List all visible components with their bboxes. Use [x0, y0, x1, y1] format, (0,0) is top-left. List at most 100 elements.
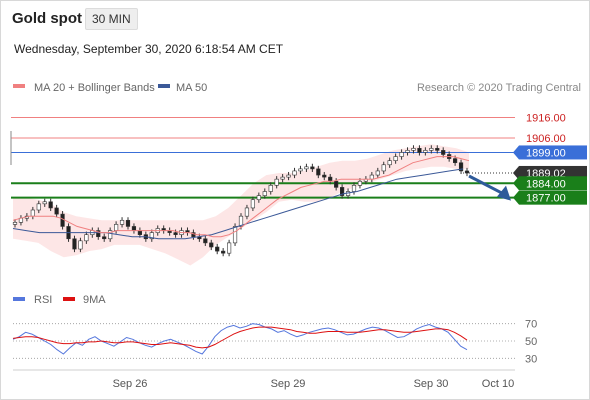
- candle-body: [78, 240, 83, 250]
- candle-body: [262, 191, 267, 196]
- candle-body: [298, 168, 303, 172]
- candle-body: [72, 238, 77, 250]
- x-tick-label: Sep 30: [414, 378, 449, 390]
- x-tick-label: Sep 29: [271, 378, 306, 390]
- candle-body: [12, 222, 18, 225]
- level-label-pointer: [513, 145, 519, 160]
- candle-body: [250, 199, 255, 209]
- forecast-arrow-shaft: [468, 174, 506, 196]
- candle-body: [96, 230, 101, 238]
- candle-body: [227, 242, 232, 254]
- x-axis: Sep 26 Sep 29 Sep 30 Oct 10: [13, 369, 515, 390]
- rsi-swatch: [13, 297, 25, 301]
- candle-body: [411, 148, 416, 151]
- candle-body: [340, 187, 345, 196]
- level-label-bg: [519, 190, 587, 205]
- candle-body: [423, 150, 428, 153]
- candle-body: [256, 195, 261, 201]
- candle-body: [441, 150, 446, 155]
- candle-body: [405, 150, 410, 153]
- candle-body: [429, 148, 434, 151]
- candle-body: [84, 234, 89, 242]
- candle-body: [387, 160, 392, 166]
- rsi-tick-label: 50: [525, 336, 537, 348]
- candle-body: [453, 158, 458, 164]
- level-label: 1884.00: [526, 178, 566, 190]
- ma50-line: [12, 168, 464, 240]
- candle-body: [102, 236, 107, 240]
- legend-ma50: MA 50: [158, 82, 207, 94]
- ma50-swatch: [158, 84, 170, 88]
- candle-body: [54, 207, 59, 215]
- legend-rsi: RSI: [13, 294, 52, 306]
- candle-body: [173, 232, 178, 235]
- instrument-title: Gold spot: [12, 10, 82, 27]
- candle-body: [357, 180, 363, 186]
- rsi-legend-label: RSI: [34, 294, 52, 306]
- candle-body: [268, 185, 273, 192]
- ma20-swatch: [13, 84, 25, 88]
- candle-body: [125, 219, 131, 227]
- candle-body: [316, 168, 321, 176]
- candle-body: [131, 226, 137, 231]
- candle-body: [393, 156, 398, 161]
- price-plot: 1916.001906.001899.001889.021884.001877.…: [10, 113, 587, 266]
- candle-body: [60, 213, 65, 227]
- ma20-line: [12, 156, 470, 238]
- candle-body: [292, 170, 297, 176]
- report-datetime: Wednesday, September 30, 2020 6:18:54 AM…: [14, 42, 284, 56]
- level-label: 1877.00: [526, 193, 566, 205]
- candle-body: [310, 166, 315, 170]
- candle-body: [286, 174, 291, 178]
- candle-body: [215, 246, 220, 252]
- forecast-arrow-head: [497, 185, 511, 201]
- timeframe-badge[interactable]: 30 MIN: [85, 8, 138, 30]
- level-label-bg: [519, 176, 587, 191]
- candle-body: [149, 232, 154, 240]
- ma20-legend-label: MA 20 + Bollinger Bands: [34, 82, 155, 94]
- level-label-pointer: [513, 165, 519, 180]
- rsi-ma-swatch: [63, 297, 75, 301]
- level-label-pointer: [513, 176, 519, 191]
- candle-body: [274, 178, 279, 186]
- candle-body: [137, 230, 142, 235]
- candle-body: [334, 180, 339, 188]
- candle-body: [304, 166, 309, 170]
- legend-rsi-ma: 9MA: [63, 294, 106, 306]
- rsi-tick-label: 70: [525, 319, 537, 331]
- level-label: 1906.00: [526, 133, 566, 145]
- bollinger-band: [13, 144, 469, 266]
- level-label-bg: [519, 145, 587, 160]
- candle-body: [369, 174, 374, 180]
- candle-body: [119, 219, 125, 225]
- candle-body: [322, 174, 327, 178]
- candle-body: [328, 176, 333, 182]
- candle-body: [280, 176, 285, 180]
- rsi-plot: 70 50 30: [12, 319, 537, 365]
- candle-body: [381, 164, 386, 172]
- rsi-ma-legend-label: 9MA: [83, 294, 106, 306]
- candle-body: [464, 170, 470, 174]
- candle-body: [244, 207, 250, 217]
- candle-body: [114, 224, 119, 231]
- candle-body: [435, 148, 440, 151]
- candle-body: [221, 250, 226, 254]
- x-tick-label: Oct 10: [482, 378, 514, 390]
- credit-text: Research © 2020 Trading Central: [417, 82, 581, 94]
- candle-body: [209, 242, 214, 248]
- candle-body: [48, 201, 53, 209]
- rsi-ma-line: [12, 326, 468, 349]
- candle-body: [238, 215, 244, 227]
- rsi-tick-label: 30: [525, 353, 537, 365]
- candle-body: [417, 148, 422, 153]
- candle-body: [203, 238, 208, 244]
- candle-body: [30, 209, 35, 217]
- level-label-pointer: [513, 190, 519, 205]
- candle-body: [36, 203, 41, 211]
- candle-body: [375, 170, 380, 176]
- candle-body: [232, 226, 238, 244]
- rsi-line: [12, 323, 468, 355]
- candle-body: [108, 230, 113, 240]
